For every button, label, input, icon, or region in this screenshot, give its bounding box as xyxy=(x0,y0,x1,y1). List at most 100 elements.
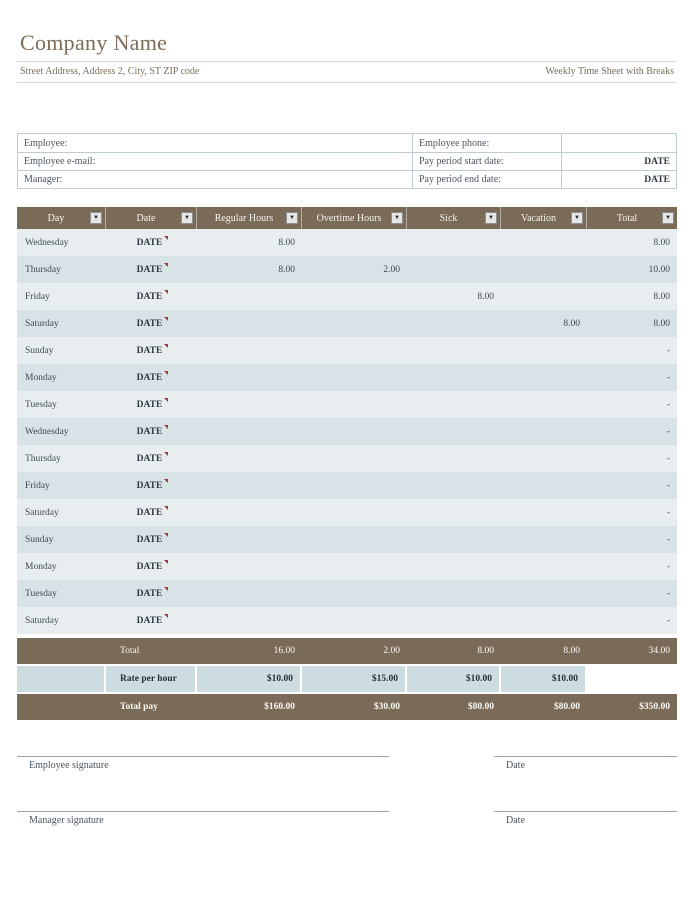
pay-period-start-value-field[interactable]: DATE xyxy=(561,153,676,170)
total-vacation-cell[interactable]: 8.00 xyxy=(563,646,580,656)
date-cell[interactable]: DATE xyxy=(106,364,197,391)
total-hours-cell[interactable]: 8.00 xyxy=(653,237,670,248)
date-cell[interactable]: DATE xyxy=(106,229,197,256)
day-cell[interactable]: Sunday xyxy=(17,337,106,364)
sick-hours-cell[interactable] xyxy=(407,499,501,526)
date-cell[interactable]: DATE xyxy=(106,283,197,310)
pay-total-cell[interactable]: $350.00 xyxy=(639,702,670,712)
total-hours-cell[interactable]: - xyxy=(666,615,670,626)
sick-hours-cell[interactable] xyxy=(407,553,501,580)
rate-regular-cell[interactable]: $10.00 xyxy=(197,666,302,692)
overtime-hours-cell[interactable] xyxy=(302,229,407,256)
regular-hours-cell[interactable] xyxy=(197,283,302,310)
date-cell[interactable]: DATE xyxy=(106,499,197,526)
sick-hours-cell[interactable] xyxy=(407,337,501,364)
vacation-hours-cell[interactable] xyxy=(501,337,587,364)
sick-hours-cell[interactable] xyxy=(407,310,501,337)
total-hours-cell[interactable]: 8.00 xyxy=(653,291,670,302)
sick-hours-cell[interactable]: 8.00 xyxy=(477,291,494,302)
day-cell[interactable]: Wednesday xyxy=(17,229,106,256)
filter-dropdown-button[interactable]: ▼ xyxy=(662,212,674,224)
date-cell[interactable]: DATE xyxy=(106,256,197,283)
date-cell[interactable]: DATE xyxy=(106,580,197,607)
day-cell[interactable]: Friday xyxy=(17,283,106,310)
filter-dropdown-button[interactable]: ▼ xyxy=(90,212,102,224)
total-overtime-cell[interactable]: 2.00 xyxy=(383,646,400,656)
vacation-hours-cell[interactable] xyxy=(501,283,587,310)
overtime-hours-cell[interactable] xyxy=(302,607,407,634)
day-cell[interactable]: Tuesday xyxy=(17,580,106,607)
day-cell[interactable]: Tuesday xyxy=(17,391,106,418)
sick-hours-cell[interactable] xyxy=(407,418,501,445)
sick-hours-cell[interactable] xyxy=(407,445,501,472)
rate-vacation-cell[interactable]: $10.00 xyxy=(501,666,587,692)
employee-value-field[interactable] xyxy=(67,134,406,152)
overtime-hours-cell[interactable] xyxy=(302,364,407,391)
pay-vacation-cell[interactable]: $80.00 xyxy=(553,702,580,712)
sick-hours-cell[interactable] xyxy=(407,364,501,391)
regular-hours-cell[interactable] xyxy=(197,310,302,337)
vacation-hours-cell[interactable] xyxy=(501,364,587,391)
regular-hours-cell[interactable] xyxy=(197,418,302,445)
overtime-hours-cell[interactable] xyxy=(302,526,407,553)
overtime-hours-cell[interactable] xyxy=(302,337,407,364)
filter-dropdown-button[interactable]: ▼ xyxy=(485,212,497,224)
overtime-hours-cell[interactable] xyxy=(302,283,407,310)
filter-dropdown-button[interactable]: ▼ xyxy=(391,212,403,224)
sick-hours-cell[interactable] xyxy=(407,391,501,418)
overtime-hours-cell[interactable] xyxy=(302,472,407,499)
total-hours-cell[interactable]: - xyxy=(666,480,670,491)
regular-hours-cell[interactable]: 8.00 xyxy=(278,264,295,275)
vacation-hours-cell[interactable] xyxy=(501,445,587,472)
pay-period-end-value-field[interactable]: DATE xyxy=(561,171,676,188)
date-cell[interactable]: DATE xyxy=(106,553,197,580)
day-cell[interactable]: Friday xyxy=(17,472,106,499)
total-hours-cell[interactable]: - xyxy=(666,534,670,545)
date-cell[interactable]: DATE xyxy=(106,526,197,553)
total-hours-cell[interactable]: - xyxy=(666,399,670,410)
overtime-hours-cell[interactable] xyxy=(302,391,407,418)
vacation-hours-cell[interactable] xyxy=(501,580,587,607)
day-cell[interactable]: Monday xyxy=(17,553,106,580)
date-cell[interactable]: DATE xyxy=(106,607,197,634)
overtime-hours-cell[interactable] xyxy=(302,418,407,445)
overtime-hours-cell[interactable] xyxy=(302,553,407,580)
overtime-hours-cell[interactable] xyxy=(302,445,407,472)
vacation-hours-cell[interactable] xyxy=(501,499,587,526)
total-hours-cell[interactable]: - xyxy=(666,426,670,437)
total-hours-cell[interactable]: - xyxy=(666,507,670,518)
sick-hours-cell[interactable] xyxy=(407,607,501,634)
day-cell[interactable]: Monday xyxy=(17,364,106,391)
overtime-hours-cell[interactable] xyxy=(302,310,407,337)
manager-value-field[interactable] xyxy=(62,171,406,188)
overtime-hours-cell[interactable] xyxy=(302,580,407,607)
date-cell[interactable]: DATE xyxy=(106,337,197,364)
filter-dropdown-button[interactable]: ▼ xyxy=(286,212,298,224)
day-cell[interactable]: Saturday xyxy=(17,607,106,634)
total-hours-cell[interactable]: - xyxy=(666,345,670,356)
date-cell[interactable]: DATE xyxy=(106,310,197,337)
day-cell[interactable]: Saturday xyxy=(17,310,106,337)
vacation-hours-cell[interactable] xyxy=(501,526,587,553)
vacation-hours-cell[interactable] xyxy=(501,391,587,418)
sick-hours-cell[interactable] xyxy=(407,229,501,256)
overtime-hours-cell[interactable] xyxy=(302,499,407,526)
vacation-hours-cell[interactable] xyxy=(501,472,587,499)
pay-regular-cell[interactable]: $160.00 xyxy=(264,702,295,712)
day-cell[interactable]: Sunday xyxy=(17,526,106,553)
date-cell[interactable]: DATE xyxy=(106,418,197,445)
vacation-hours-cell[interactable] xyxy=(501,256,587,283)
regular-hours-cell[interactable] xyxy=(197,580,302,607)
total-regular-cell[interactable]: 16.00 xyxy=(273,646,295,656)
total-hours-cell[interactable]: - xyxy=(666,561,670,572)
total-hours-cell[interactable]: - xyxy=(666,453,670,464)
total-hours-cell[interactable]: 10.00 xyxy=(648,264,670,275)
total-total-cell[interactable]: 34.00 xyxy=(648,646,670,656)
regular-hours-cell[interactable] xyxy=(197,337,302,364)
vacation-hours-cell[interactable]: 8.00 xyxy=(563,318,580,329)
overtime-hours-cell[interactable]: 2.00 xyxy=(383,264,400,275)
date-cell[interactable]: DATE xyxy=(106,391,197,418)
regular-hours-cell[interactable] xyxy=(197,607,302,634)
vacation-hours-cell[interactable] xyxy=(501,607,587,634)
employee-email-value-field[interactable] xyxy=(95,153,406,170)
